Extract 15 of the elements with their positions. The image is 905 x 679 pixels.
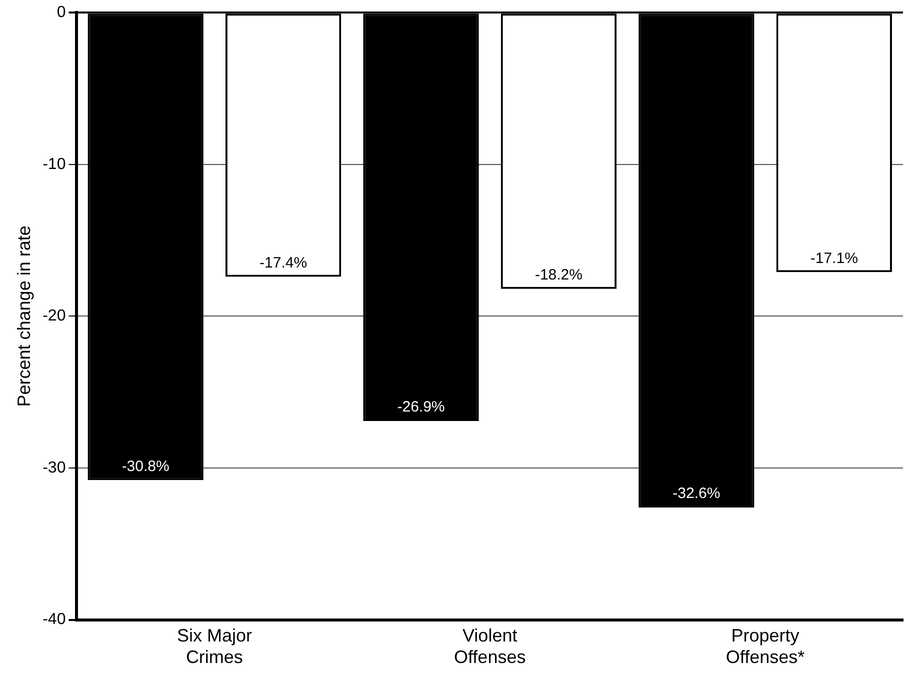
x-tick-label: Property Offenses* xyxy=(726,626,805,668)
y-tick-label: 0 xyxy=(56,4,66,22)
y-tick-label: -40 xyxy=(42,611,66,628)
data-label: -18.2% xyxy=(534,266,582,284)
data-label: -26.9% xyxy=(397,398,445,416)
data-label: -32.6% xyxy=(672,485,720,502)
data-label: -30.8% xyxy=(122,458,170,475)
data-label: -17.1% xyxy=(810,250,858,267)
y-tick-label: -10 xyxy=(42,156,66,173)
y-tick-label: -30 xyxy=(42,459,66,476)
y-axis-title: Percent change in rate xyxy=(14,226,34,407)
data-label: -17.4% xyxy=(260,254,308,272)
x-tick-label: Violent Offenses xyxy=(454,626,526,668)
y-tick-label: -20 xyxy=(42,308,66,325)
x-tick-label: Six Major Crimes xyxy=(176,626,252,668)
